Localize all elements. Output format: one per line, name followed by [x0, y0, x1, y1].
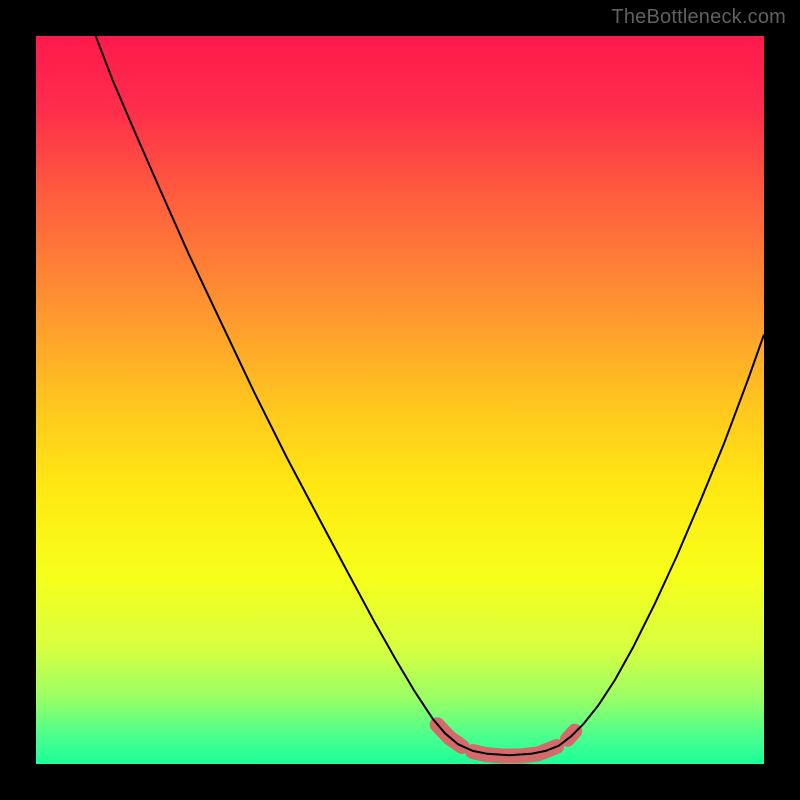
- curve-overlay: [36, 36, 764, 764]
- attribution-label: TheBottleneck.com: [611, 6, 786, 29]
- plot-area: [36, 36, 764, 764]
